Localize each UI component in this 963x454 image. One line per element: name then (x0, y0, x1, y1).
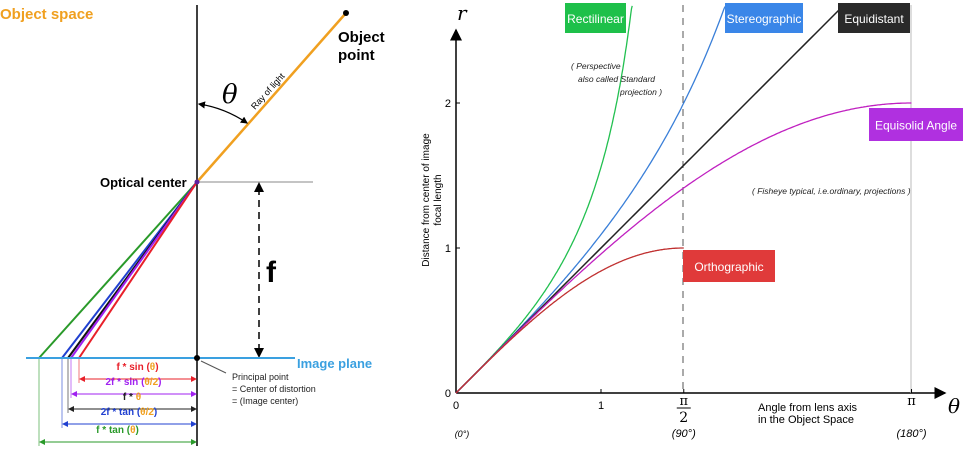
x-tick-label: 0 (453, 400, 459, 412)
optical-center-dot (194, 179, 200, 185)
x-tick-label-numerator: π (679, 394, 688, 409)
x-tick-degree-label: (0°) (455, 429, 470, 439)
formula-prefix: 2f * tan ( (101, 407, 141, 418)
formula-suffix: ) (158, 377, 161, 388)
x-tick-label: 1 (598, 400, 604, 412)
dimension-formula: f * θ (123, 392, 141, 403)
projection-dimension-lines: f * sin (θ)2f * sin (θ/2)f * θ2f * tan (… (38, 359, 197, 446)
formula-prefix: f * (123, 392, 136, 403)
rect-label-box (565, 3, 626, 33)
dimension-formula: f * sin (θ) (116, 362, 158, 373)
object-point-label: Object point (338, 29, 385, 64)
x-tick-label-denominator: 2 (679, 410, 688, 426)
dimension-formula: f * tan (θ) (96, 425, 139, 436)
dimension-formula: 2f * sin (θ/2) (106, 377, 162, 388)
x-tick-degree-label: (180°) (896, 428, 926, 440)
formula-angle: θ (150, 362, 155, 373)
ray-of-light-line (196, 12, 347, 183)
equisolid-ray (70, 181, 198, 359)
rect-label: Rectilinear (567, 12, 624, 26)
principal-point-label: Principal point = Center of distortion =… (232, 372, 318, 406)
formula-suffix: ) (135, 425, 138, 436)
focal-length-label: f (266, 256, 277, 289)
solid-curve (455, 102, 912, 394)
solid-label: Equisolid Angle (875, 119, 957, 133)
formula-prefix: 2f * sin ( (106, 377, 146, 388)
stereo-label-box (725, 3, 803, 33)
object-point-dot (343, 10, 349, 16)
ortho-label-box (683, 250, 775, 282)
formula-angle: θ/2 (144, 377, 158, 388)
y-axis-label: Distance from center of imagefocal lengt… (421, 133, 444, 267)
rectilinear-ray (38, 181, 198, 359)
formula-angle: θ/2 (140, 407, 154, 418)
theta-angle-arc (197, 101, 248, 124)
object-space-label: Object space (0, 6, 93, 23)
formula-angle: θ (130, 425, 135, 436)
fisheye-note: ( Fisheye typical, i.e.ordinary, project… (752, 186, 911, 196)
x-tick-label: π (907, 394, 916, 409)
principal-point-leader (200, 360, 227, 374)
solid-label-box (869, 108, 963, 141)
projection-chart: r θ Distance from center of imagefocal l… (421, 1, 963, 440)
ray-of-light-label: Ray of light (249, 71, 287, 112)
y-axis-symbol: r (457, 1, 468, 25)
formula-angle: θ (136, 392, 141, 403)
image-plane-label: Image plane (297, 356, 372, 371)
projection-curves (455, 5, 912, 394)
stereo-label: Stereographic (727, 12, 802, 26)
lens-geometry-diagram: Object space Object point θ Ray of light … (0, 5, 385, 446)
x-axis-symbol: θ (948, 394, 960, 418)
y-tick-label: 0 (445, 388, 451, 400)
equi-label-box (838, 3, 910, 33)
x-tick-degree-label: (90°) (672, 428, 696, 440)
principal-point-dot (194, 355, 200, 361)
ortho-curve (455, 247, 684, 394)
theta-label: θ (222, 80, 238, 110)
y-tick-label: 2 (445, 98, 451, 110)
curve-labels: Rectilinear Stereographic Equidistant Equis… (565, 3, 963, 282)
ortho-label: Orthographic (694, 260, 763, 274)
orthographic-ray (78, 181, 198, 359)
optical-center-label: Optical center (100, 175, 187, 190)
equi-label: Equidistant (844, 12, 904, 26)
perspective-note: ( Perspective also called Standard proje… (571, 61, 662, 97)
formula-suffix: ) (154, 407, 157, 418)
formula-prefix: f * sin ( (116, 362, 150, 373)
x-axis-label: Angle from lens axis in the Object Space (758, 402, 858, 426)
formula-prefix: f * tan ( (96, 425, 131, 436)
dimension-formula: 2f * tan (θ/2) (101, 407, 158, 418)
focal-arrowheads (254, 182, 264, 358)
y-tick-label: 1 (445, 243, 451, 255)
formula-suffix: ) (155, 362, 158, 373)
